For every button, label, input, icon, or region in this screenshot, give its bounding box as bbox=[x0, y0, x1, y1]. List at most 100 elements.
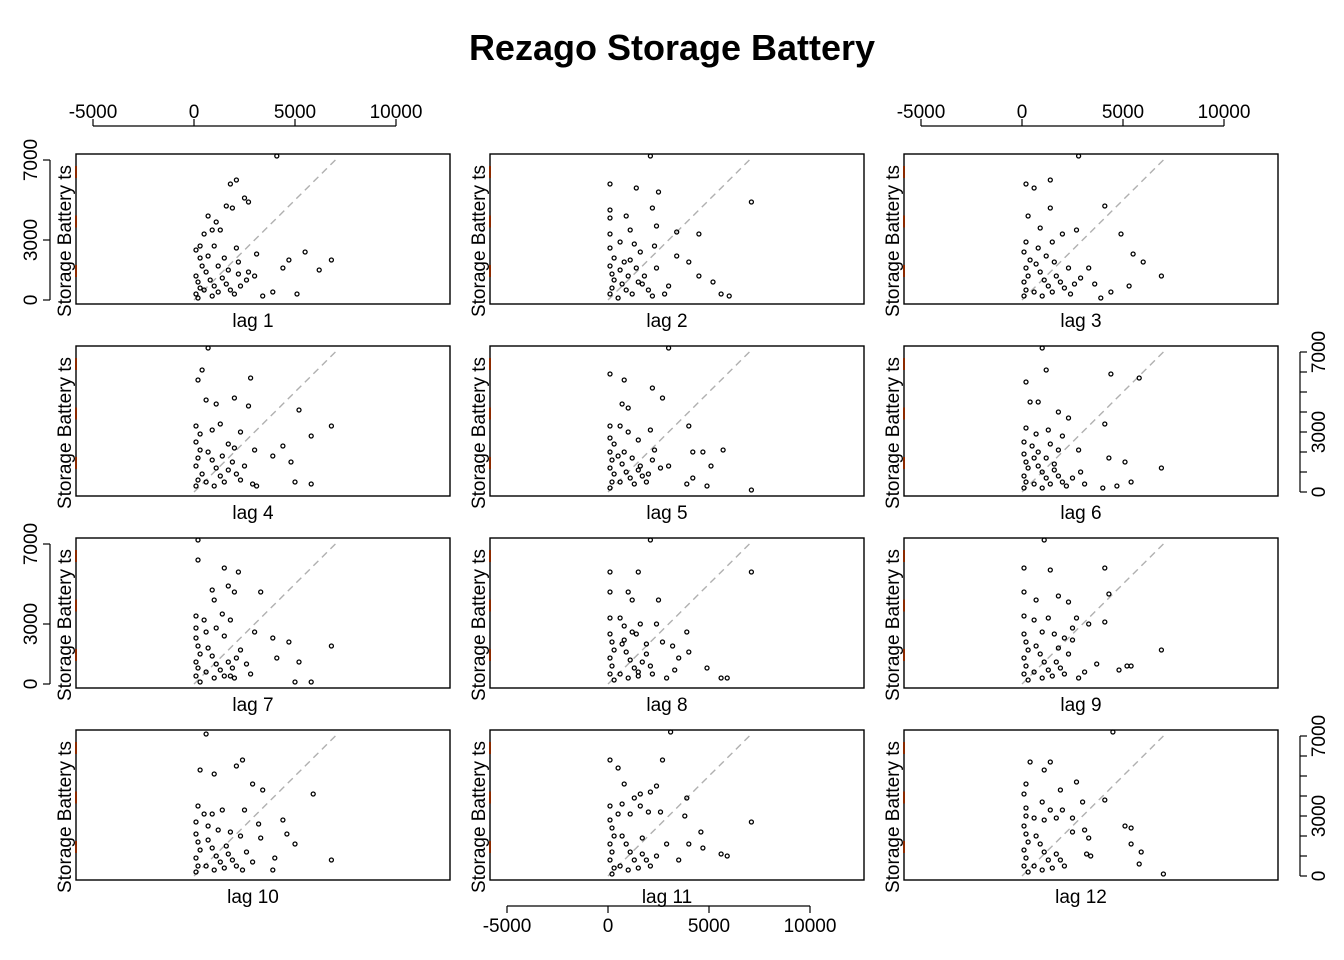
panel-11: lag 11 Storage Battery ts -5000 0 5000 10000 bbox=[469, 729, 865, 937]
panel-frame bbox=[489, 153, 865, 305]
data-point bbox=[221, 255, 227, 261]
y-axis-label: Storage Battery ts bbox=[883, 549, 904, 701]
data-point bbox=[1057, 787, 1064, 793]
data-point bbox=[1021, 439, 1027, 445]
data-point bbox=[611, 865, 617, 871]
data-point bbox=[1065, 651, 1072, 657]
data-point bbox=[653, 223, 660, 229]
data-point bbox=[1061, 285, 1068, 291]
data-point bbox=[197, 431, 203, 437]
data-point bbox=[197, 767, 203, 773]
data-point bbox=[1061, 671, 1068, 677]
data-point bbox=[682, 813, 688, 819]
data-point bbox=[1021, 473, 1027, 479]
lag-label: lag 11 bbox=[642, 887, 692, 908]
data-point bbox=[1021, 279, 1027, 285]
data-point bbox=[704, 665, 710, 671]
data-point bbox=[645, 809, 652, 815]
data-point bbox=[221, 479, 227, 485]
data-point bbox=[219, 453, 225, 459]
data-point bbox=[270, 867, 276, 873]
data-point bbox=[607, 263, 613, 269]
data-point bbox=[197, 285, 203, 291]
data-point bbox=[1045, 427, 1051, 433]
panel-12: lag 12 Storage Battery ts 0 3000 7000 bbox=[883, 715, 1330, 908]
data-point bbox=[607, 449, 613, 455]
data-point bbox=[1061, 863, 1068, 869]
data-point bbox=[1092, 281, 1098, 287]
data-point bbox=[193, 613, 199, 619]
data-point bbox=[1069, 815, 1076, 821]
y-axis-label: Storage Battery ts bbox=[469, 549, 490, 701]
data-point bbox=[193, 273, 199, 279]
y-tick-label: 0 bbox=[1309, 871, 1330, 882]
data-point bbox=[621, 449, 627, 455]
y-axis-label: Storage Battery ts bbox=[55, 357, 76, 509]
data-point bbox=[635, 437, 641, 443]
data-point bbox=[227, 181, 234, 187]
data-point bbox=[637, 803, 643, 809]
data-point bbox=[607, 245, 613, 251]
data-point bbox=[1122, 459, 1128, 465]
data-point bbox=[1065, 415, 1072, 421]
data-point bbox=[205, 823, 211, 829]
data-point bbox=[233, 763, 240, 769]
data-point bbox=[296, 407, 302, 413]
data-point bbox=[260, 787, 266, 793]
data-point bbox=[629, 597, 635, 603]
data-point bbox=[1023, 265, 1029, 271]
lag-label: lag 7 bbox=[232, 695, 273, 716]
data-point bbox=[1053, 851, 1059, 857]
data-point bbox=[207, 277, 213, 283]
data-point bbox=[607, 207, 613, 213]
data-point bbox=[625, 867, 631, 873]
data-point bbox=[708, 463, 714, 469]
data-point bbox=[203, 669, 209, 675]
data-point bbox=[1021, 671, 1027, 677]
data-point bbox=[1045, 283, 1051, 289]
panels-group: lag 1 Storage Battery ts -5000 0 5000 10000 0 3… bbox=[21, 102, 1330, 937]
data-point bbox=[1021, 863, 1027, 869]
data-point bbox=[1037, 841, 1043, 847]
data-point bbox=[1077, 275, 1084, 281]
data-point bbox=[1023, 379, 1029, 385]
data-point bbox=[213, 853, 219, 859]
data-point bbox=[217, 473, 223, 479]
data-point bbox=[1033, 833, 1039, 839]
data-point bbox=[316, 267, 322, 273]
data-point bbox=[225, 659, 231, 665]
data-point bbox=[219, 611, 225, 617]
data-point bbox=[1031, 481, 1037, 487]
data-point bbox=[223, 281, 229, 287]
data-point bbox=[1055, 473, 1062, 479]
data-point bbox=[1023, 639, 1029, 645]
data-point bbox=[611, 441, 617, 447]
y-tick-label: 0 bbox=[21, 679, 42, 690]
data-point bbox=[1138, 849, 1144, 855]
y-axis-label: Storage Battery ts bbox=[469, 165, 490, 317]
data-point bbox=[270, 289, 276, 295]
data-point bbox=[1116, 667, 1122, 673]
data-point bbox=[205, 449, 211, 455]
data-point bbox=[1037, 269, 1043, 275]
reference-line bbox=[1021, 159, 1164, 301]
data-point bbox=[1160, 871, 1167, 877]
data-point bbox=[1023, 805, 1029, 811]
chart-title: Rezago Storage Battery bbox=[469, 27, 875, 68]
y-tick-label: 3000 bbox=[21, 219, 42, 261]
data-point bbox=[639, 659, 645, 665]
data-point bbox=[253, 251, 260, 257]
data-point bbox=[1041, 767, 1047, 773]
data-point bbox=[221, 633, 227, 639]
data-point bbox=[1029, 443, 1035, 449]
panel-6: lag 6 Storage Battery ts 0 3000 7000 bbox=[883, 331, 1330, 524]
data-point bbox=[1023, 781, 1029, 787]
data-point bbox=[631, 241, 637, 247]
data-point bbox=[643, 857, 650, 863]
data-point bbox=[193, 869, 199, 875]
data-point bbox=[195, 557, 201, 563]
data-point bbox=[1069, 637, 1076, 643]
data-point bbox=[627, 475, 633, 481]
data-point bbox=[1031, 289, 1037, 295]
data-point bbox=[657, 465, 664, 471]
